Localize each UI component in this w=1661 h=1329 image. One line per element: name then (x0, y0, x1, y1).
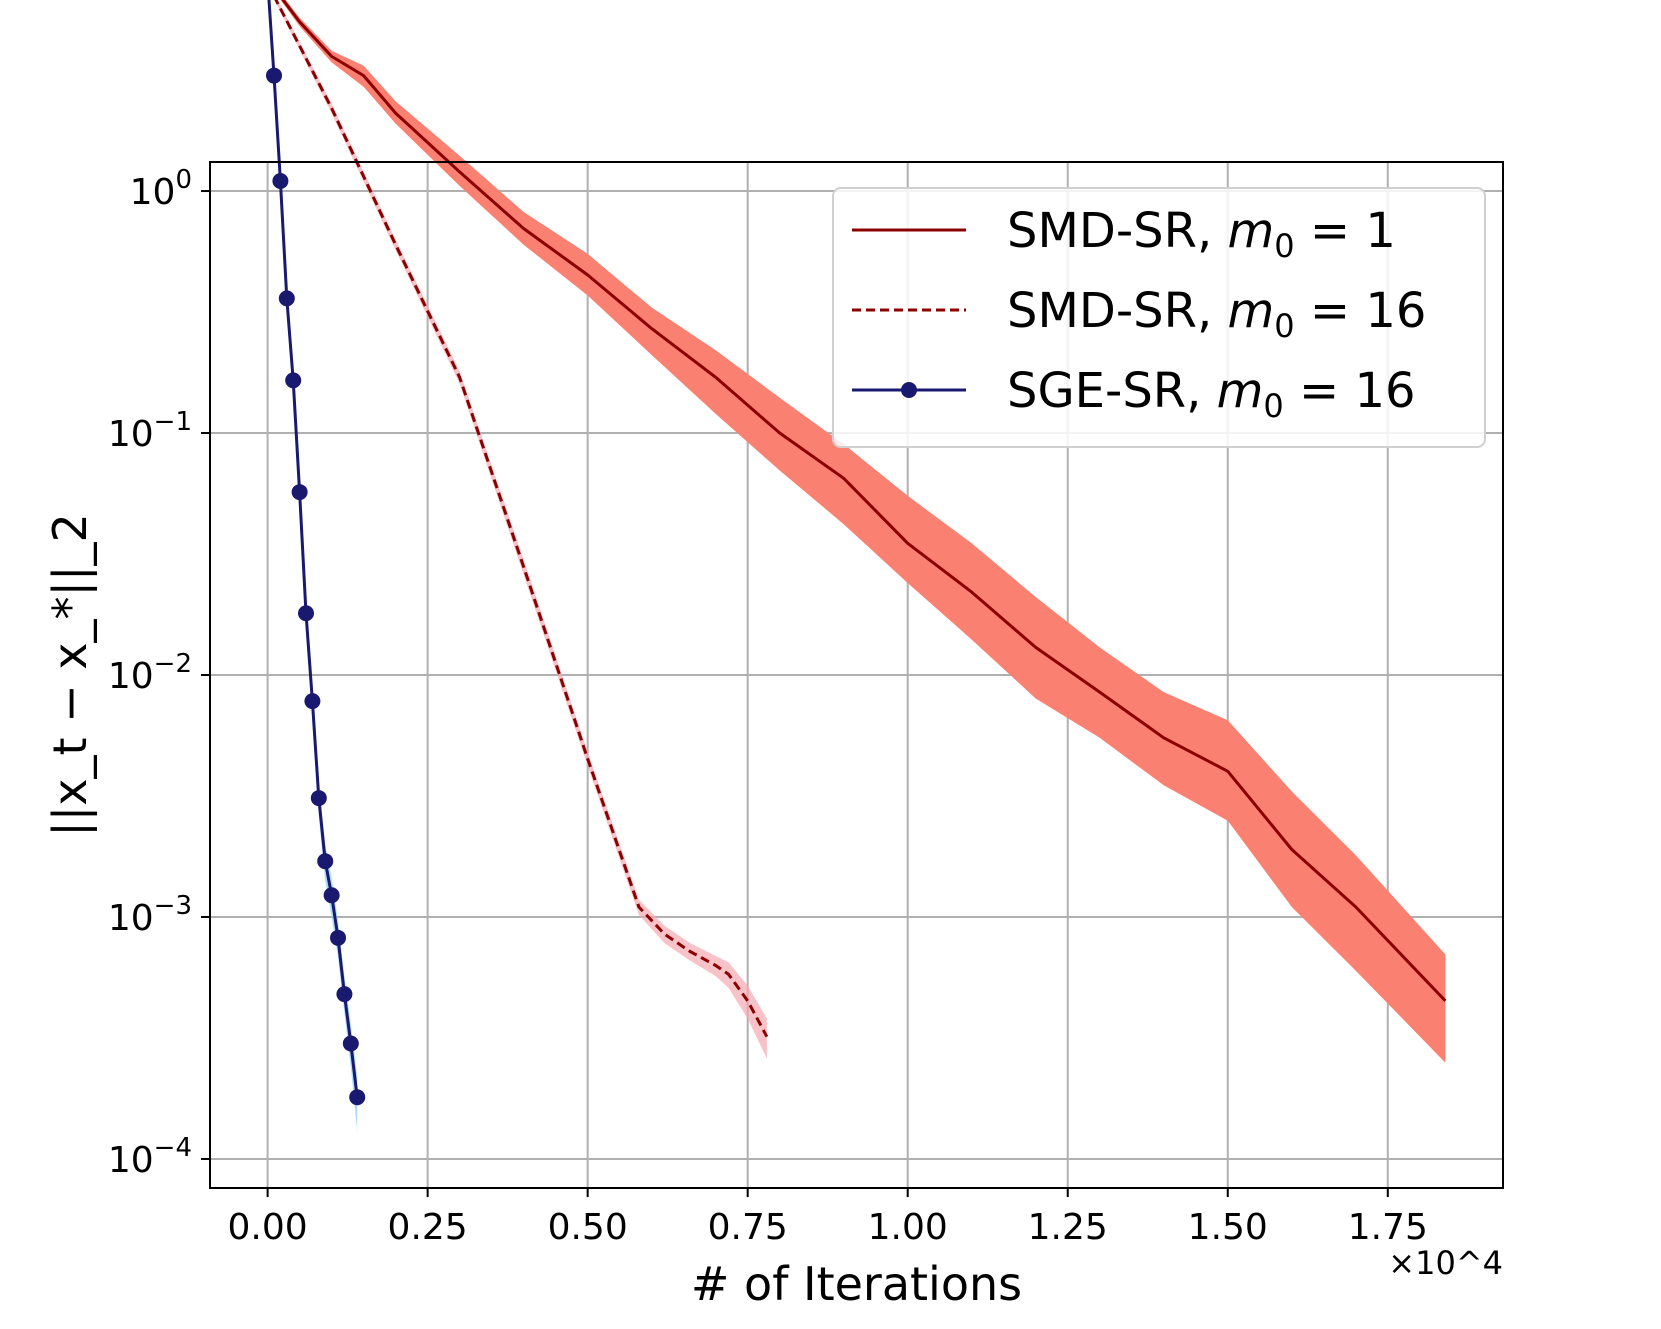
y-tick-label: 100 (130, 165, 192, 213)
x-axis-ticks: 0.00 0.25 0.50 0.75 1.00 1.25 1.50 1.75 (228, 1188, 1428, 1248)
series-3-point (298, 605, 315, 622)
series-3-point (285, 372, 302, 389)
series-1-band (280, 0, 1446, 1063)
x-tick-label: 0.75 (708, 1207, 788, 1248)
x-tick-label: 1.25 (1028, 1207, 1108, 1248)
series-3-point (278, 290, 295, 307)
series-markers (266, 67, 366, 1106)
series-2-band (274, 0, 767, 1059)
legend-box (832, 187, 1486, 448)
series-2-line (274, 0, 769, 1038)
y-tick-label: 10−4 (108, 1133, 192, 1181)
series-3-point (317, 853, 334, 870)
x-tick-label: 0.00 (228, 1207, 308, 1248)
series-1-line (281, 0, 1447, 1002)
series-3-point (272, 173, 289, 190)
x-tick-label: 1.00 (868, 1207, 948, 1248)
series-3-point (266, 67, 283, 84)
series-3-point (349, 1089, 366, 1106)
x-axis-label: # of Iterations (691, 1257, 1022, 1311)
x-axis-multiplier: ×10^4 (1388, 1244, 1503, 1282)
series-3-point (304, 693, 321, 710)
legend-label-3: SGE-SR, m0 = 16 (1007, 363, 1416, 425)
series-3-point (323, 887, 340, 904)
legend: SMD-SR, m0 = 1 SMD-SR, m0 = 16 SGE-SR, m0 … (832, 187, 1486, 448)
grid (210, 162, 1503, 1188)
x-tick-label: 1.75 (1348, 1207, 1428, 1248)
series-3-point (342, 1035, 359, 1052)
y-axis-label: ||x_t − x_*||_2 (43, 513, 98, 837)
legend-marker-3 (901, 382, 917, 398)
legend-label-1: SMD-SR, m0 = 1 (1007, 203, 1396, 265)
legend-label-2: SMD-SR, m0 = 16 (1007, 283, 1426, 345)
x-tick-label: 0.25 (388, 1207, 468, 1248)
y-tick-label: 10−1 (108, 407, 192, 455)
series-3-point (291, 484, 308, 501)
series-3-point (330, 929, 347, 946)
series-3-point (336, 986, 353, 1003)
y-tick-label: 10−3 (108, 891, 192, 939)
x-tick-label: 0.50 (548, 1207, 628, 1248)
x-tick-label: 1.50 (1188, 1207, 1268, 1248)
y-axis-ticks: 10110010−110−210−310−4 (108, 165, 210, 1181)
confidence-bands (268, 0, 1446, 1132)
series-3-point (310, 790, 327, 807)
y-tick-label: 10−2 (108, 649, 192, 697)
